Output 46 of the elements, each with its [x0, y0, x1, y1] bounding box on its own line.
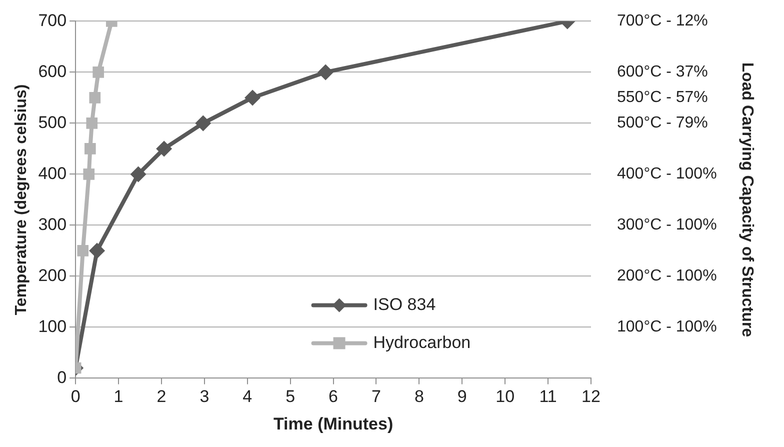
text: 400°C - 100%: [617, 166, 717, 183]
y-axis-title: Temperature (degrees celsius): [13, 84, 30, 316]
x-tick-label: 1: [114, 387, 124, 406]
x-tick-label: 11: [539, 387, 557, 406]
point: [92, 66, 104, 78]
point: [84, 143, 96, 154]
x-tick-label: 7: [372, 387, 381, 406]
x-tick-label: 6: [328, 387, 338, 406]
x-axis-title: Time (Minutes): [273, 414, 394, 434]
y-tick-label: 500: [38, 112, 67, 132]
legend-label: Hydrocarbon: [373, 332, 471, 352]
legend-label: ISO 834: [373, 294, 436, 314]
text: 300°C - 100%: [617, 216, 717, 234]
y-tick-label: 300: [38, 214, 67, 234]
y-tick-label: 100: [38, 316, 67, 336]
point: [156, 140, 172, 157]
point: [77, 245, 89, 256]
point: [83, 168, 95, 180]
y-tick-label: 200: [38, 266, 67, 285]
x-tick-label: 8: [414, 387, 424, 406]
text: 200°C - 100%: [617, 268, 717, 285]
y-tick-label: 600: [38, 62, 67, 81]
text: 500°C - 79%: [617, 114, 708, 132]
point: [89, 242, 106, 259]
y-tick-label: 700: [38, 10, 67, 30]
x-tick-label: 9: [457, 387, 467, 406]
text: 100°C - 100%: [617, 318, 717, 336]
x-tick-label: 12: [582, 387, 600, 406]
x-tick-label: 10: [496, 387, 515, 406]
point: [244, 90, 261, 106]
text: 600°C - 37%: [617, 64, 708, 81]
point: [86, 118, 98, 129]
point: [89, 92, 101, 104]
x-tick-label: 3: [200, 387, 210, 406]
text: 700°C - 12%: [617, 12, 708, 30]
point: [318, 64, 334, 80]
x-tick-label: 0: [70, 387, 80, 406]
text: Load Carrying Capacity of Structure: [738, 62, 756, 338]
text: 550°C - 57%: [617, 89, 708, 106]
x-tick-label: 5: [286, 387, 296, 406]
y-tick-label: 0: [57, 368, 67, 387]
point: [195, 115, 212, 132]
x-tick-label: 2: [156, 387, 166, 406]
y-tick-label: 400: [38, 164, 67, 183]
x-tick-label: 4: [242, 387, 252, 406]
point: [130, 166, 146, 182]
